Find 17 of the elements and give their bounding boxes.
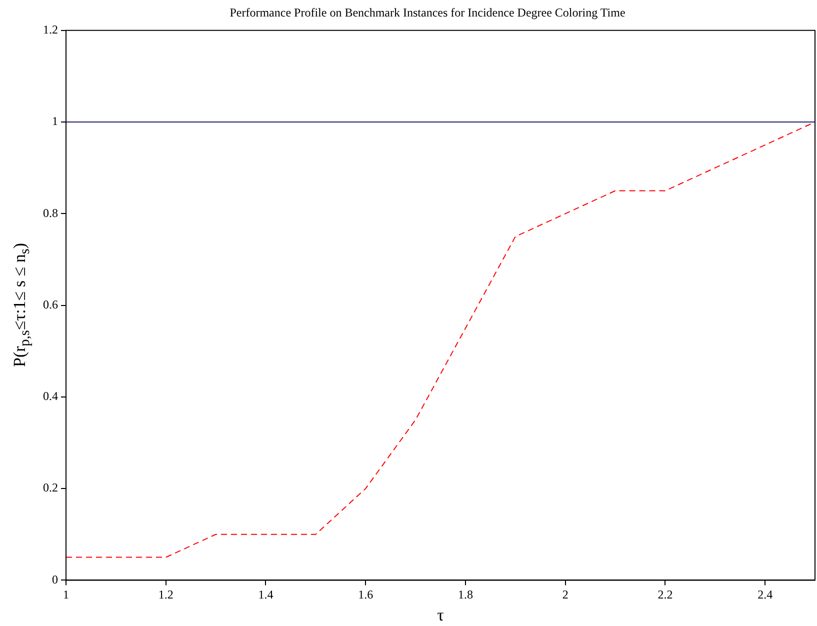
x-tick-label: 1.6: [358, 588, 374, 602]
y-tick-label: 0.4: [43, 389, 58, 404]
x-tick-label: 1.2: [158, 588, 174, 602]
y-tick-label: 0.6: [43, 297, 58, 312]
y-tick-label: 0.8: [43, 206, 58, 220]
x-tick-label: 1: [63, 588, 69, 602]
x-tick-label: 1.8: [458, 588, 473, 602]
chart-title: Performance Profile on Benchmark Instances for Incidence Degree Coloring Time: [230, 5, 626, 20]
x-axis-title: τ: [437, 605, 444, 624]
y-tick-label: 0: [52, 572, 58, 586]
x-tick-label: 2: [562, 588, 568, 602]
x-tick-label: 1.4: [258, 588, 274, 602]
y-tick-label: 1.2: [43, 22, 58, 37]
x-tick-label: 2.4: [758, 588, 773, 602]
y-tick-label: 1: [52, 114, 58, 128]
x-tick-label: 2.2: [658, 588, 673, 602]
y-tick-label: 0.2: [43, 480, 58, 495]
